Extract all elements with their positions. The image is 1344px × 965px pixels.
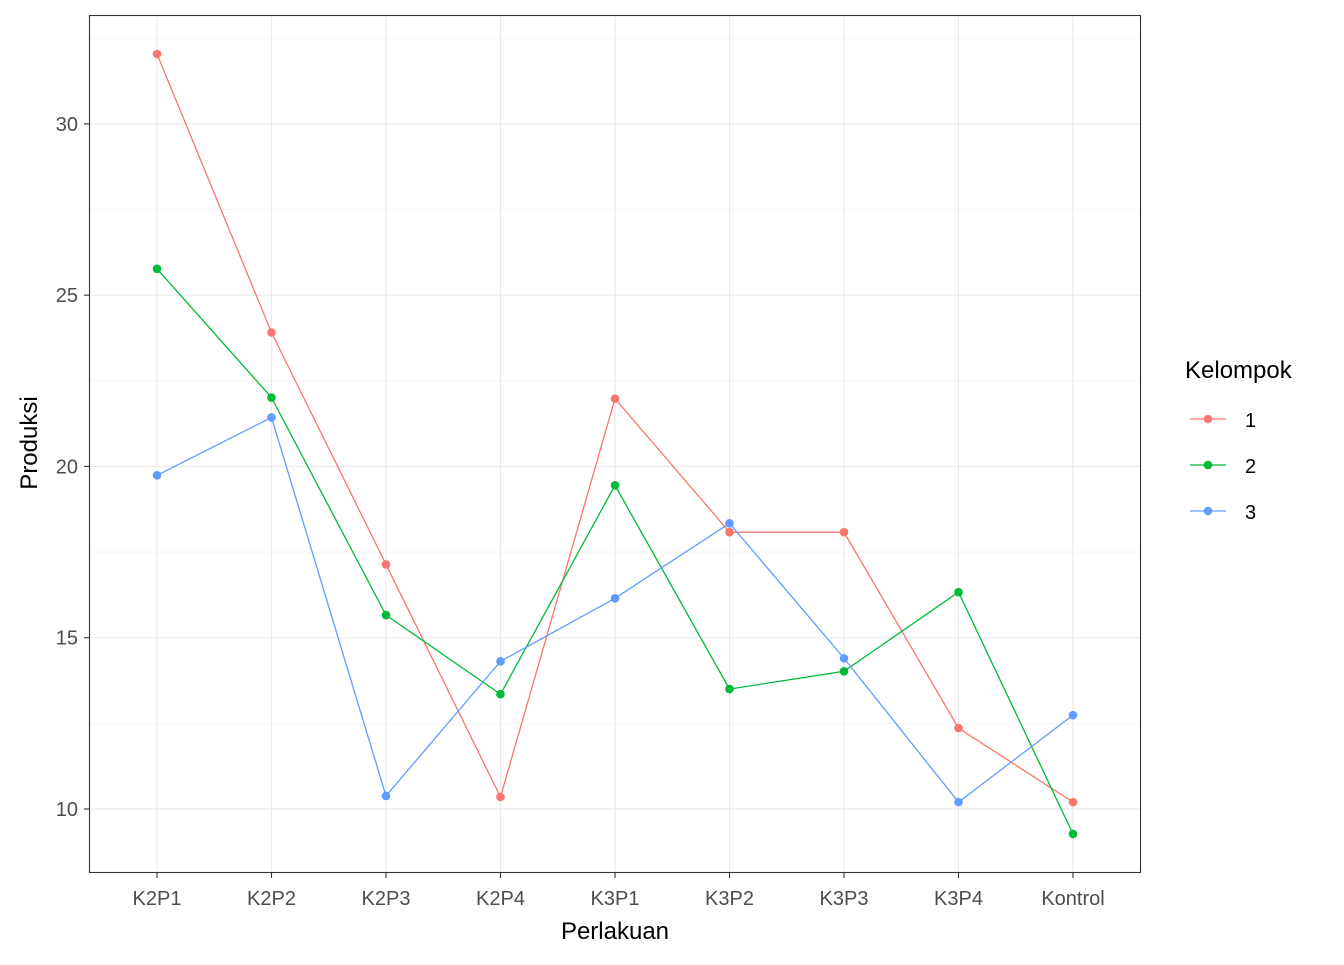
- data-point: [610, 480, 620, 490]
- data-point: [381, 791, 391, 801]
- x-axis: K2P1 K2P2 K2P3 K2P4 K3P1 K3P2 K3P3 K3P4 Kontrol: [133, 872, 1105, 910]
- data-point: [267, 328, 276, 337]
- x-tick-label: K3P4: [934, 888, 983, 910]
- x-tick-label: K2P4: [476, 888, 525, 910]
- data-point: [839, 653, 849, 663]
- data-point: [725, 527, 734, 537]
- data-point: [610, 394, 620, 403]
- grid: [90, 16, 1140, 872]
- data-point: [496, 657, 505, 666]
- y-tick-label: 15: [56, 628, 78, 650]
- series-1: [152, 49, 1078, 807]
- y-tick-label: 25: [56, 285, 78, 307]
- data-point: [496, 689, 505, 699]
- x-tick-label: K2P1: [133, 888, 182, 910]
- y-tick-label: 20: [56, 456, 78, 478]
- series-layer: [152, 49, 1078, 839]
- x-tick-label: K2P2: [247, 888, 296, 910]
- data-point: [152, 264, 162, 274]
- data-point: [381, 610, 391, 620]
- legend-title: Kelompok: [1185, 357, 1293, 384]
- data-point: [267, 413, 276, 422]
- legend-key-point: [1203, 506, 1213, 516]
- y-axis: 10 15 20 25 30: [56, 114, 90, 821]
- legend-label: 2: [1245, 456, 1256, 478]
- legend-label: 1: [1245, 410, 1256, 432]
- y-tick-label: 30: [56, 114, 78, 136]
- data-point: [954, 723, 963, 733]
- data-point: [954, 797, 963, 807]
- data-point: [725, 518, 734, 528]
- data-point: [152, 49, 162, 59]
- legend-label: 3: [1245, 502, 1256, 524]
- legend-key-point: [1203, 460, 1213, 470]
- data-point: [152, 471, 162, 480]
- data-point: [839, 666, 849, 676]
- data-point: [1068, 797, 1078, 807]
- x-tick-label: K2P3: [362, 888, 411, 910]
- y-tick-label: 10: [56, 799, 78, 821]
- data-point: [381, 560, 391, 569]
- data-point: [954, 587, 963, 597]
- data-point: [725, 684, 734, 694]
- data-point: [610, 594, 620, 603]
- legend-key-point: [1203, 414, 1213, 424]
- data-point: [1068, 710, 1078, 720]
- x-tick-label: Kontrol: [1041, 888, 1104, 910]
- x-tick-label: K3P1: [591, 888, 640, 910]
- x-tick-label: K3P3: [820, 888, 869, 910]
- series-3: [152, 413, 1078, 807]
- x-axis-label: Perlakuan: [561, 918, 669, 945]
- series-2: [152, 264, 1078, 839]
- x-tick-label: K3P2: [705, 888, 754, 910]
- data-point: [839, 527, 849, 537]
- y-axis-label: Produksi: [16, 396, 43, 489]
- legend: Kelompok 1 2 3: [1185, 357, 1293, 524]
- data-point: [267, 393, 276, 402]
- data-point: [1068, 829, 1078, 839]
- data-point: [496, 792, 505, 802]
